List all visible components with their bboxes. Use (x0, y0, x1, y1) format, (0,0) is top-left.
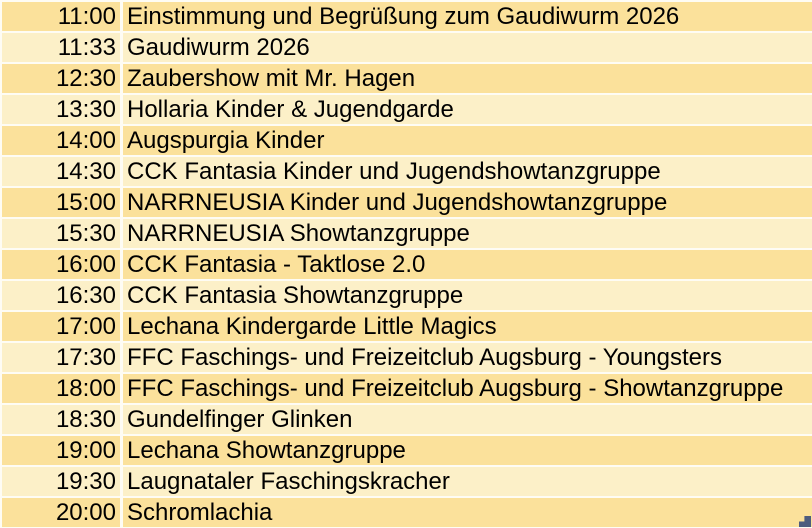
schedule-row: 19:30 Laugnataler Faschingskracher (2, 467, 812, 496)
selection-fill-handle[interactable] (799, 516, 811, 527)
event-cell[interactable]: CCK Fantasia Kinder und Jugendshowtanzgr… (123, 157, 812, 186)
schedule-row: 12:30 Zaubershow mit Mr. Hagen (2, 64, 812, 93)
schedule-row: 16:00 CCK Fantasia - Taktlose 2.0 (2, 250, 812, 279)
time-cell[interactable]: 15:30 (2, 219, 120, 248)
schedule-row: 18:30 Gundelfinger Glinken (2, 405, 812, 434)
event-cell[interactable]: FFC Faschings- und Freizeitclub Augsburg… (123, 374, 812, 403)
schedule-row: 15:00 NARRNEUSIA Kinder und Jugendshowta… (2, 188, 812, 217)
time-label: 12:30 (55, 64, 116, 92)
schedule-row: 13:30 Hollaria Kinder & Jugendgarde (2, 95, 812, 124)
event-label: CCK Fantasia Showtanzgruppe (127, 281, 464, 309)
time-label: 20:00 (55, 498, 116, 526)
time-cell[interactable]: 18:00 (2, 374, 120, 403)
event-label: Schromlachia (127, 498, 273, 526)
event-cell[interactable]: Lechana Kindergarde Little Magics (123, 312, 812, 341)
schedule-row: 14:00 Augspurgia Kinder (2, 126, 812, 155)
time-label: 13:30 (55, 95, 116, 123)
time-label: 18:30 (55, 405, 116, 433)
event-label: Laugnataler Faschingskracher (127, 467, 450, 495)
time-label: 11:00 (57, 2, 116, 30)
event-label: Lechana Showtanzgruppe (127, 436, 406, 464)
time-cell[interactable]: 17:00 (2, 312, 120, 341)
event-label: Hollaria Kinder & Jugendgarde (127, 95, 454, 123)
schedule-row: 11:00 Einstimmung und Begrüßung zum Gaud… (2, 2, 812, 31)
event-cell[interactable]: Lechana Showtanzgruppe (123, 436, 812, 465)
event-label: Gaudiwurm 2026 (127, 33, 310, 61)
schedule-row: 17:00 Lechana Kindergarde Little Magics (2, 312, 812, 341)
event-label: FFC Faschings- und Freizeitclub Augsburg… (127, 374, 784, 402)
event-label: Zaubershow mit Mr. Hagen (127, 64, 416, 92)
event-cell[interactable]: Schromlachia (123, 498, 812, 527)
event-label: Lechana Kindergarde Little Magics (127, 312, 497, 340)
time-label: 14:00 (55, 126, 116, 154)
event-cell[interactable]: CCK Fantasia - Taktlose 2.0 (123, 250, 812, 279)
event-label: Einstimmung und Begrüßung zum Gaudiwurm … (127, 2, 680, 30)
event-cell[interactable]: Gundelfinger Glinken (123, 405, 812, 434)
event-cell[interactable]: NARRNEUSIA Showtanzgruppe (123, 219, 812, 248)
time-cell[interactable]: 13:30 (2, 95, 120, 124)
time-cell[interactable]: 11:00 (2, 2, 120, 31)
time-label: 19:30 (55, 467, 116, 495)
event-cell[interactable]: Gaudiwurm 2026 (123, 33, 812, 62)
schedule-row: 16:30 CCK Fantasia Showtanzgruppe (2, 281, 812, 310)
time-label: 16:00 (55, 250, 116, 278)
time-cell[interactable]: 16:00 (2, 250, 120, 279)
time-cell[interactable]: 17:30 (2, 343, 120, 372)
time-cell[interactable]: 14:30 (2, 157, 120, 186)
time-label: 16:30 (55, 281, 116, 309)
event-cell[interactable]: Zaubershow mit Mr. Hagen (123, 64, 812, 93)
time-label: 17:30 (55, 343, 116, 371)
time-label: 15:30 (55, 219, 116, 247)
event-label: NARRNEUSIA Showtanzgruppe (127, 219, 470, 247)
event-label: Gundelfinger Glinken (127, 405, 353, 433)
time-cell[interactable]: 16:30 (2, 281, 120, 310)
schedule-row: 11:33 Gaudiwurm 2026 (2, 33, 812, 62)
event-label: CCK Fantasia Kinder und Jugendshowtanzgr… (127, 157, 661, 185)
time-cell[interactable]: 19:00 (2, 436, 120, 465)
event-label: NARRNEUSIA Kinder und Jugendshowtanzgrup… (127, 188, 668, 216)
schedule-row: 20:00 Schromlachia (2, 498, 812, 527)
schedule-row: 17:30 FFC Faschings- und Freizeitclub Au… (2, 343, 812, 372)
schedule-row: 15:30 NARRNEUSIA Showtanzgruppe (2, 219, 812, 248)
time-label: 11:33 (57, 33, 116, 61)
event-cell[interactable]: Augspurgia Kinder (123, 126, 812, 155)
schedule-row: 14:30 CCK Fantasia Kinder und Jugendshow… (2, 157, 812, 186)
time-cell[interactable]: 15:00 (2, 188, 120, 217)
time-label: 15:00 (55, 188, 116, 216)
event-cell[interactable]: CCK Fantasia Showtanzgruppe (123, 281, 812, 310)
time-cell[interactable]: 12:30 (2, 64, 120, 93)
event-cell[interactable]: NARRNEUSIA Kinder und Jugendshowtanzgrup… (123, 188, 812, 217)
time-label: 18:00 (55, 374, 116, 402)
schedule-row: 19:00 Lechana Showtanzgruppe (2, 436, 812, 465)
time-cell[interactable]: 11:33 (2, 33, 120, 62)
event-cell[interactable]: Einstimmung und Begrüßung zum Gaudiwurm … (123, 2, 812, 31)
time-cell[interactable]: 14:00 (2, 126, 120, 155)
event-cell[interactable]: Laugnataler Faschingskracher (123, 467, 812, 496)
schedule-row: 18:00 FFC Faschings- und Freizeitclub Au… (2, 374, 812, 403)
time-label: 19:00 (55, 436, 116, 464)
event-label: Augspurgia Kinder (127, 126, 325, 154)
time-cell[interactable]: 19:30 (2, 467, 120, 496)
time-label: 14:30 (55, 157, 116, 185)
event-label: FFC Faschings- und Freizeitclub Augsburg… (127, 343, 722, 371)
event-label: CCK Fantasia - Taktlose 2.0 (127, 250, 426, 278)
event-cell[interactable]: FFC Faschings- und Freizeitclub Augsburg… (123, 343, 812, 372)
event-cell[interactable]: Hollaria Kinder & Jugendgarde (123, 95, 812, 124)
time-cell[interactable]: 20:00 (2, 498, 120, 527)
time-label: 17:00 (55, 312, 116, 340)
time-cell[interactable]: 18:30 (2, 405, 120, 434)
